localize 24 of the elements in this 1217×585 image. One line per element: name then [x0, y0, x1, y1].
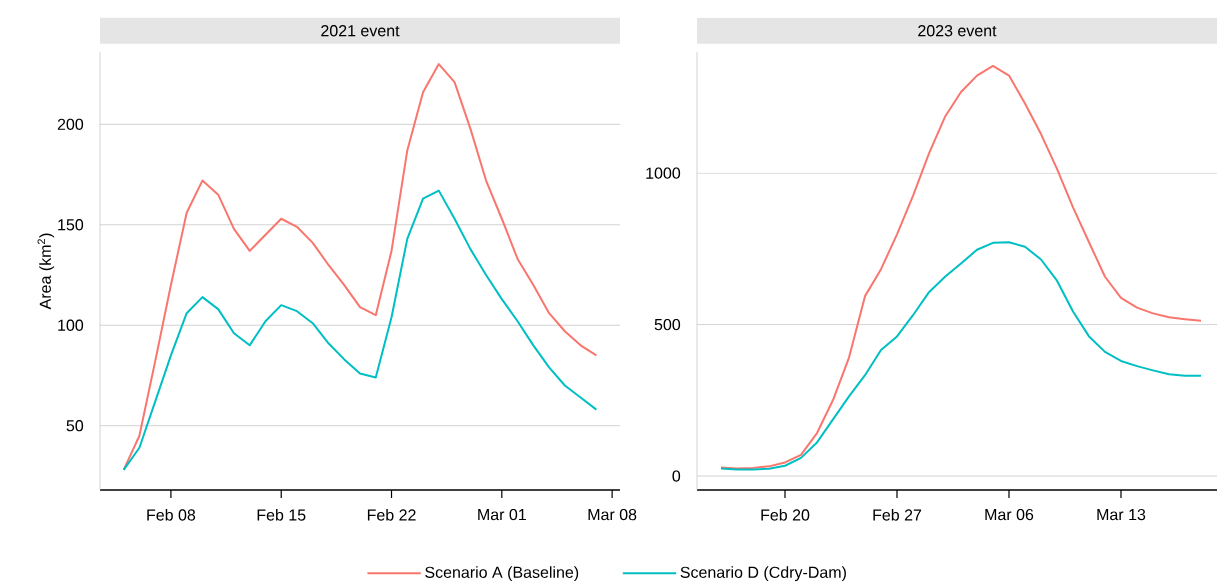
chart-title: 2023 event: [918, 25, 997, 37]
y-tick-label: 200: [57, 118, 84, 130]
y-tick-label: 50: [66, 420, 84, 432]
line-series: [720, 241, 1202, 471]
y-tick-label: 0: [672, 470, 681, 482]
x-tick-label: Mar 06: [985, 508, 1034, 521]
legend-label: Scenario D (Cdry-Dam): [680, 566, 846, 582]
x-tick-label: Mar 01: [478, 508, 526, 521]
y-axis-title: Area (km$^{2}$): [37, 233, 55, 310]
x-tick-label: Feb 22: [367, 508, 416, 521]
chart-title: 2021 event: [321, 25, 400, 37]
legend-label: Scenario A (Baseline): [425, 566, 579, 582]
y-tick-label: 500: [654, 318, 681, 331]
y-tick-label: 150: [58, 219, 84, 231]
x-tick-label: Feb 27: [873, 508, 922, 521]
x-tick-label: Feb 08: [147, 508, 196, 521]
x-tick-label: Feb 15: [257, 508, 306, 521]
y-tick-label: 1000: [646, 167, 681, 179]
x-tick-label: Mar 13: [1097, 508, 1146, 521]
line-series: [720, 64, 1202, 470]
x-tick-label: Feb 20: [761, 508, 810, 521]
y-tick-label: 100: [58, 319, 84, 331]
x-tick-label: Mar 08: [588, 508, 637, 521]
line-series: [122, 189, 598, 471]
